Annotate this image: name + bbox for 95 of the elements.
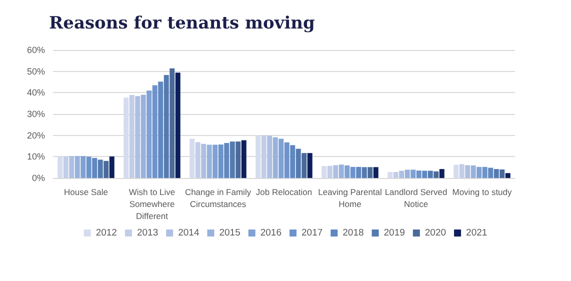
x-tick-label: Change in Family Circumstances xyxy=(184,187,252,209)
legend-label: 2012 xyxy=(96,228,117,238)
bar xyxy=(175,72,180,178)
bar xyxy=(290,145,296,178)
bar xyxy=(278,138,284,178)
bar xyxy=(505,173,510,178)
bar xyxy=(500,169,505,178)
bar xyxy=(63,156,68,178)
bar xyxy=(256,135,261,178)
bar xyxy=(135,96,140,178)
bar xyxy=(459,164,464,178)
x-tick-label: Landlord Served Notice xyxy=(384,187,448,209)
bar xyxy=(152,85,158,178)
bar xyxy=(164,74,169,178)
bar xyxy=(350,166,356,178)
bar xyxy=(146,90,152,178)
bar xyxy=(307,153,312,178)
y-tick-label: 0% xyxy=(32,173,45,183)
bar xyxy=(206,144,212,178)
bar xyxy=(410,170,416,178)
bar xyxy=(80,156,86,178)
bar xyxy=(296,148,301,178)
bar xyxy=(74,156,80,178)
legend-label: 2018 xyxy=(342,228,364,238)
y-tick-label: 10% xyxy=(26,152,45,162)
bar xyxy=(322,166,327,178)
bar xyxy=(333,165,338,178)
bar xyxy=(494,169,499,178)
y-tick-label: 60% xyxy=(26,45,45,55)
bar xyxy=(129,95,134,178)
bar xyxy=(272,137,278,178)
bar xyxy=(170,68,175,178)
y-tick-label: 50% xyxy=(26,66,45,76)
legend-label: 2014 xyxy=(178,228,200,238)
bar xyxy=(476,166,482,178)
bar xyxy=(362,167,367,178)
bar xyxy=(212,144,218,178)
y-tick-label: 30% xyxy=(26,109,45,119)
x-tick-label: House Sale xyxy=(64,187,108,197)
bar xyxy=(302,153,307,178)
bar xyxy=(470,165,476,178)
bar xyxy=(439,169,444,178)
bar xyxy=(373,167,378,178)
legend-label: 2019 xyxy=(384,228,405,238)
bar xyxy=(399,170,404,178)
bar xyxy=(158,82,164,178)
bar xyxy=(416,170,422,178)
bar xyxy=(236,142,241,178)
bar xyxy=(404,170,410,178)
legend-label: 2016 xyxy=(260,228,282,238)
y-tick-label: 40% xyxy=(26,88,45,98)
bar xyxy=(261,136,266,178)
bar xyxy=(488,168,494,178)
bar xyxy=(230,142,235,178)
bar xyxy=(267,136,272,178)
bar xyxy=(434,171,439,178)
bar xyxy=(190,138,195,178)
bar xyxy=(140,94,146,178)
y-tick-label: 20% xyxy=(26,130,45,140)
bar xyxy=(454,164,459,178)
bar xyxy=(109,156,114,178)
bar xyxy=(124,98,129,178)
x-tick-label: Moving to study xyxy=(452,187,513,197)
bar xyxy=(338,164,344,178)
bar xyxy=(241,140,246,178)
bar xyxy=(428,170,433,178)
bar xyxy=(92,158,98,178)
legend-label: 2015 xyxy=(219,228,240,238)
bar xyxy=(201,144,206,178)
bar xyxy=(98,160,103,178)
bar xyxy=(224,143,230,178)
bar xyxy=(344,165,350,178)
legend-label: 2017 xyxy=(302,228,323,238)
bar xyxy=(195,142,200,178)
bar xyxy=(86,156,92,178)
bar xyxy=(422,170,428,178)
legend-label: 2020 xyxy=(424,228,446,238)
bar xyxy=(368,167,373,178)
x-tick-label: Job Relocation xyxy=(256,187,312,197)
legend-label: 2013 xyxy=(136,228,158,238)
bar xyxy=(104,160,109,178)
bar xyxy=(388,172,393,178)
bar xyxy=(284,142,290,178)
bar xyxy=(465,165,470,178)
bar xyxy=(393,172,398,178)
bar xyxy=(482,166,488,178)
bar xyxy=(58,156,63,178)
bar xyxy=(69,156,74,178)
legend-label: 2021 xyxy=(466,228,488,238)
chart-title: Reasons for tenants moving xyxy=(49,14,316,34)
x-tick-label: Leaving Parental Home xyxy=(318,187,382,209)
bar xyxy=(327,166,332,178)
x-tick-label: Wish to Live Somewhere Different xyxy=(128,187,176,221)
bar xyxy=(218,144,224,178)
bar xyxy=(356,166,362,178)
